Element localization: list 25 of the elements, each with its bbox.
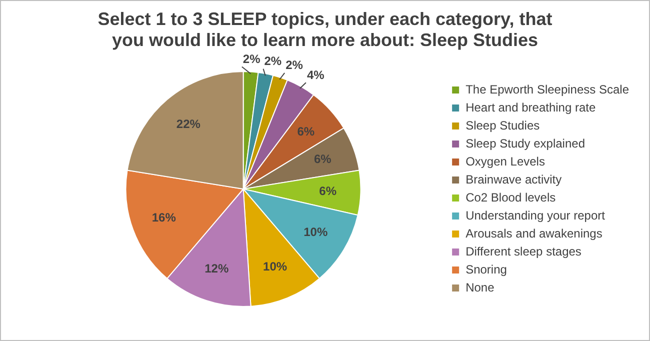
data-label: 2% [264,54,282,68]
data-label: 6% [314,152,332,166]
legend-label: Brainwave activity [466,172,562,186]
legend-label: Different sleep stages [466,244,582,258]
data-label: 6% [297,124,315,138]
legend-label: Arousals and awakenings [466,226,602,240]
data-label: 2% [242,52,261,66]
data-label: 12% [204,262,229,276]
legend-label: Sleep Studies [466,118,540,132]
legend-label: Sleep Study explained [466,136,585,150]
data-label: 10% [304,225,328,240]
data-label: 22% [176,116,201,131]
data-label: 10% [263,260,288,274]
legend-label: The Epworth Sleepiness Scale [466,82,630,96]
data-label: 16% [152,210,176,225]
legend-label: Oxygen Levels [466,154,545,168]
legend-label: Understanding your report [466,208,606,222]
data-label: 6% [319,184,337,198]
legend-label: None [466,280,495,294]
data-label: 2% [286,58,304,72]
legend-label: Heart and breathing rate [466,100,596,114]
legend-label: Co2 Blood levels [466,190,556,204]
legend-label: Snoring [466,262,507,276]
chart-title: Select 1 to 3 SLEEP topics, under each category, that you would like to learn more about: Sleep Studies [96,9,554,51]
data-label: 4% [306,68,325,82]
